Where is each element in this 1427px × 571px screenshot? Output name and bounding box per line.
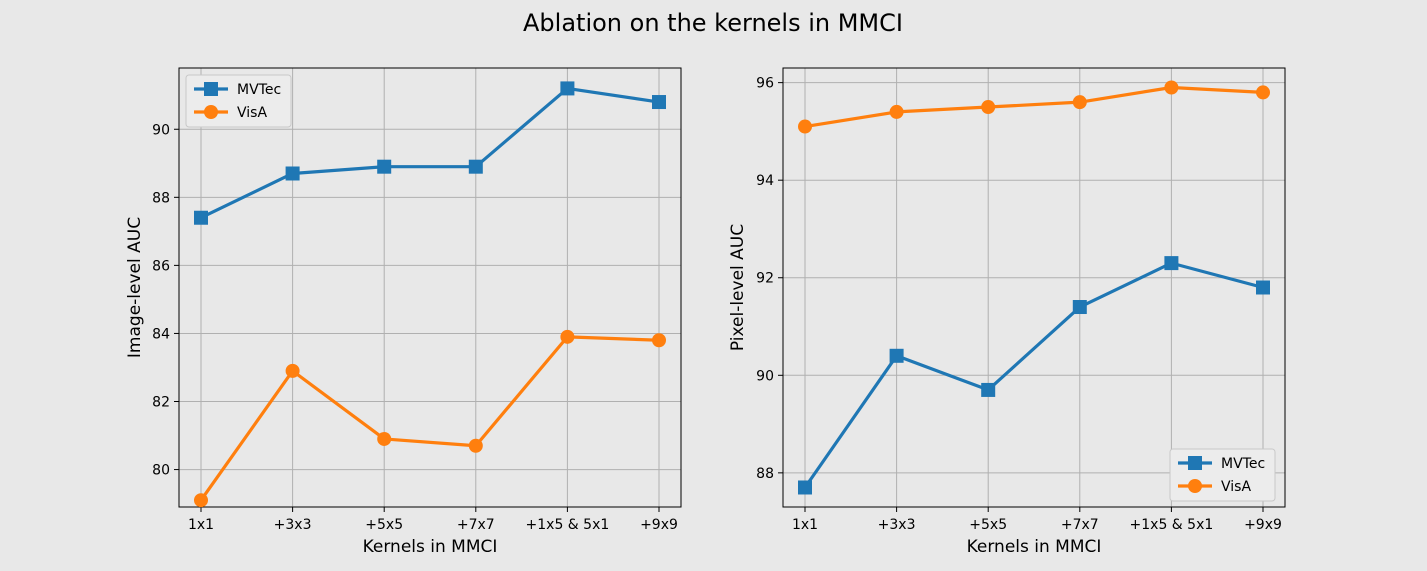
data-point-mvtec	[1072, 300, 1087, 315]
data-point-visa	[1164, 80, 1179, 95]
x-tick-label: +1x5 & 5x1	[1130, 517, 1214, 533]
data-point-mvtec	[1256, 280, 1270, 295]
y-tick-label: 88	[756, 466, 774, 482]
data-point-visa	[1072, 95, 1087, 110]
data-point-visa	[377, 431, 392, 446]
y-tick-label: 84	[152, 326, 170, 342]
data-point-visa	[1256, 85, 1270, 100]
axes-frame	[782, 67, 1286, 508]
y-tick-label: 88	[152, 190, 170, 206]
data-point-mvtec	[194, 210, 208, 225]
x-tick-label: +3x3	[274, 517, 312, 533]
chart-panel-1: 1x1 +3x3 +5x5 +7x7 +1x5 & 5x1 +9x9 80 82 84 86 88 9…	[125, 67, 682, 557]
y-tick-label: 96	[756, 76, 774, 92]
data-point-mvtec	[468, 159, 483, 174]
y-axis-label: Image-level AUC	[125, 217, 145, 358]
x-axis-label: Kernels in MMCI	[967, 537, 1102, 557]
data-point-visa	[798, 119, 812, 134]
data-point-mvtec	[1164, 256, 1179, 271]
y-tick-label: 80	[152, 463, 170, 479]
data-point-visa	[560, 329, 575, 344]
x-tick-label: +5x5	[969, 517, 1007, 533]
legend-label-mvtec: MVTec	[237, 82, 281, 98]
series-line-visa	[804, 85, 1264, 129]
x-tick-label: 1x1	[188, 517, 214, 533]
legend-marker-visa	[1188, 479, 1202, 493]
x-tick-label: +1x5 & 5x1	[526, 517, 610, 533]
x-tick-label: +3x3	[878, 517, 916, 533]
data-point-mvtec	[981, 382, 996, 397]
data-point-mvtec	[798, 480, 812, 495]
series-line-visa	[199, 335, 660, 502]
x-tick-label: +7x7	[1061, 517, 1099, 533]
series-line-mvtec	[803, 261, 1264, 489]
figure-title: Ablation on the kernels in MMCI	[523, 9, 903, 37]
data-point-mvtec	[285, 166, 300, 181]
data-point-visa	[285, 363, 300, 378]
series-line-mvtec	[200, 86, 660, 220]
data-point-mvtec	[889, 348, 904, 363]
x-tick-label: +5x5	[365, 517, 403, 533]
x-tick-label: +9x9	[640, 517, 678, 533]
legend-marker-mvtec	[1188, 456, 1202, 470]
data-point-visa	[468, 438, 483, 453]
legend: MVTec VisA	[185, 74, 292, 128]
data-point-mvtec	[560, 81, 575, 96]
x-axis-label: Kernels in MMCI	[363, 537, 498, 557]
data-point-visa	[652, 333, 666, 348]
y-tick-label: 90	[152, 122, 170, 138]
legend: MVTec VisA	[1169, 448, 1276, 502]
x-tick-label: +9x9	[1244, 517, 1282, 533]
y-tick-label: 90	[756, 368, 774, 384]
data-point-mvtec	[377, 159, 392, 174]
legend-label-visa: VisA	[237, 105, 267, 121]
y-axis-label: Pixel-level AUC	[728, 224, 748, 351]
data-point-mvtec	[652, 95, 666, 110]
x-tick-label: +7x7	[457, 517, 495, 533]
legend-label-visa: VisA	[1221, 479, 1251, 495]
y-tick-label: 82	[152, 395, 170, 411]
legend-marker-visa	[204, 105, 218, 119]
legend-label-mvtec: MVTec	[1221, 456, 1265, 472]
charts: 1x1 +3x3 +5x5 +7x7 +1x5 & 5x1 +9x9 80 82 84 86 88 9…	[125, 67, 1286, 557]
chart-panel-2: 1x1 +3x3 +5x5 +7x7 +1x5 & 5x1 +9x9 88 90 92 94 96 K…	[728, 67, 1286, 557]
y-tick-label: 92	[756, 271, 774, 287]
data-point-visa	[981, 100, 996, 115]
y-tick-label: 86	[152, 258, 170, 274]
y-tick-label: 94	[756, 173, 774, 189]
data-point-visa	[194, 493, 208, 508]
data-point-visa	[889, 104, 904, 119]
x-tick-label: 1x1	[792, 517, 818, 533]
axes-frame	[178, 67, 682, 508]
legend-marker-mvtec	[204, 82, 218, 96]
